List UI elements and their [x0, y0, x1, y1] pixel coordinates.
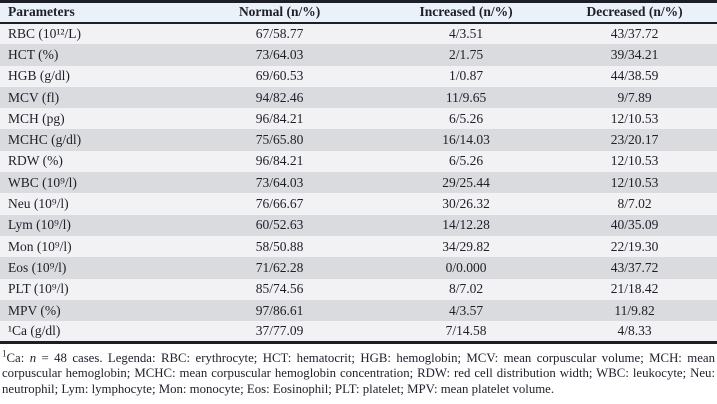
- table-row: WBC (10⁹/l) 73/64.03 29/25.44 12/10.53: [0, 172, 717, 194]
- decreased-cell: 21/18.42: [610, 281, 659, 297]
- parameter-cell: MCV (fl): [8, 89, 60, 105]
- table-row: MCV (fl) 94/82.46 11/9.65 9/7.89: [0, 86, 717, 109]
- parameter-cell: Neu (10⁹/l): [8, 196, 69, 212]
- table-row: MCH (pg) 96/84.21 6/5.26 12/10.53: [0, 108, 717, 130]
- increased-cell: 4/3.57: [448, 302, 484, 318]
- decreased-cell: 8/7.02: [617, 196, 652, 212]
- decreased-cell: 40/35.09: [610, 217, 659, 233]
- normal-cell: 94/82.46: [255, 89, 304, 105]
- normal-cell: 69/60.53: [255, 68, 304, 84]
- parameter-cell: MPV (%): [8, 302, 61, 318]
- increased-cell: 2/1.75: [448, 46, 484, 62]
- increased-cell: 14/12.28: [442, 217, 490, 233]
- parameter-cell: Lym (10⁹/l): [8, 217, 71, 233]
- increased-cell: 16/14.03: [442, 132, 490, 148]
- table-row: Mon (10⁹/l) 58/50.88 34/29.82 22/19.30: [0, 235, 717, 258]
- increased-cell: 34/29.82: [442, 238, 490, 254]
- column-header-increased: Increased (n/%): [380, 1, 553, 24]
- footnote-n-italic: n: [29, 350, 37, 365]
- increased-cell: 8/7.02: [448, 281, 484, 297]
- table-row: ¹Ca (g/dl) 37/77.09 7/14.58 4/8.33: [0, 321, 717, 343]
- decreased-cell: 22/19.30: [610, 238, 659, 254]
- normal-cell: 71/62.28: [255, 259, 304, 275]
- table-row: Eos (10⁹/l) 71/62.28 0/0.000 43/37.72: [0, 257, 717, 279]
- column-header-decreased: Decreased (n/%): [552, 1, 717, 24]
- increased-cell: 4/3.51: [448, 26, 484, 42]
- footnote-superscript: 1: [2, 348, 7, 359]
- parameter-cell: Eos (10⁹/l): [8, 259, 67, 275]
- decreased-cell: 44/38.59: [610, 68, 659, 84]
- parameter-cell: RDW (%): [8, 153, 63, 169]
- normal-cell: 60/52.63: [255, 217, 304, 233]
- normal-cell: 73/64.03: [255, 46, 304, 62]
- parameter-cell: HGB (g/dl): [8, 68, 70, 84]
- parameter-cell: RBC (10¹²/L): [8, 26, 81, 42]
- decreased-cell: 4/8.33: [617, 323, 652, 339]
- increased-cell: 30/26.32: [442, 196, 490, 212]
- table-legend-footnote: 1Ca: n = 48 cases. Legenda: RBC: erythro…: [2, 348, 715, 397]
- column-header-parameters: Parameters: [0, 1, 180, 24]
- increased-cell: 29/25.44: [442, 174, 490, 190]
- normal-cell: 96/84.21: [255, 153, 304, 169]
- table-row: HCT (%) 73/64.03 2/1.75 39/34.21: [0, 44, 717, 66]
- decreased-cell: 12/10.53: [610, 110, 659, 126]
- decreased-cell: 43/37.72: [610, 26, 659, 42]
- column-header-normal: Normal (n/%): [179, 1, 380, 24]
- parameter-cell: HCT (%): [8, 46, 59, 62]
- increased-cell: 1/0.87: [448, 68, 484, 84]
- parameters-table: Parameters Normal (n/%) Increased (n/%) …: [0, 0, 717, 344]
- normal-cell: 37/77.09: [255, 323, 304, 339]
- increased-cell: 6/5.26: [448, 153, 484, 169]
- normal-cell: 85/74.56: [255, 281, 304, 297]
- table-row: MPV (%) 97/86.61 4/3.57 11/9.82: [0, 299, 717, 322]
- normal-cell: 96/84.21: [255, 110, 304, 126]
- table-row: HGB (g/dl) 69/60.53 1/0.87 44/38.59: [0, 65, 717, 87]
- table-row: RDW (%) 96/84.21 6/5.26 12/10.53: [0, 150, 717, 173]
- table-row: RBC (10¹²/L) 67/58.77 4/3.51 43/37.72: [0, 23, 717, 45]
- normal-cell: 73/64.03: [255, 174, 304, 190]
- normal-cell: 97/86.61: [255, 302, 304, 318]
- normal-cell: 58/50.88: [255, 238, 304, 254]
- table-row: Lym (10⁹/l) 60/52.63 14/12.28 40/35.09: [0, 214, 717, 236]
- normal-cell: 76/66.67: [255, 196, 304, 212]
- parameter-cell: WBC (10⁹/l): [8, 174, 77, 190]
- decreased-cell: 39/34.21: [610, 46, 659, 62]
- decreased-cell: 12/10.53: [610, 174, 659, 190]
- parameter-cell: MCH (pg): [8, 110, 65, 126]
- decreased-cell: 9/7.89: [617, 89, 652, 105]
- normal-cell: 67/58.77: [255, 26, 304, 42]
- header-row: Parameters Normal (n/%) Increased (n/%) …: [0, 1, 717, 24]
- table-row: Neu (10⁹/l) 76/66.67 30/26.32 8/7.02: [0, 193, 717, 215]
- parameter-cell: PLT (10⁹/l): [8, 281, 69, 297]
- table-row: PLT (10⁹/l) 85/74.56 8/7.02 21/18.42: [0, 278, 717, 300]
- increased-cell: 7/14.58: [445, 323, 487, 339]
- footnote-text: = 48 cases. Legenda: RBC: erythrocyte; H…: [2, 350, 715, 396]
- decreased-cell: 12/10.53: [610, 153, 659, 169]
- increased-cell: 0/0.000: [445, 259, 487, 275]
- parameter-cell: Mon (10⁹/l): [8, 238, 72, 254]
- decreased-cell: 11/9.82: [614, 302, 655, 318]
- decreased-cell: 23/20.17: [610, 132, 659, 148]
- decreased-cell: 43/37.72: [610, 259, 659, 275]
- increased-cell: 11/9.65: [445, 89, 487, 105]
- parameter-cell: ¹Ca (g/dl): [8, 323, 61, 339]
- parameter-cell: MCHC (g/dl): [8, 132, 82, 148]
- table-row: MCHC (g/dl) 75/65.80 16/14.03 23/20.17: [0, 129, 717, 151]
- normal-cell: 75/65.80: [255, 132, 304, 148]
- footnote-text-pre: Ca:: [6, 350, 30, 365]
- increased-cell: 6/5.26: [448, 110, 484, 126]
